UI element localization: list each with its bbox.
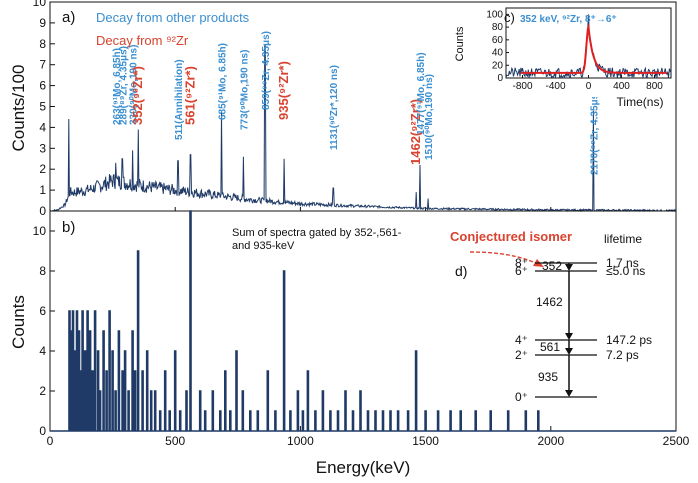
transition-energy: 1462 [536,295,563,309]
peak-label: 289(⁸⁹Zr, 4.35μs) [118,46,129,125]
a-ytick-label: 10 [33,0,47,9]
panel-a-y-ticks: 0 1 2 3 4 5 6 7 8 9 10 [33,0,677,218]
peak-label: 2170(⁸⁹Zr, 4.35μs) [589,90,600,175]
transition-energy: 561 [540,340,560,354]
peak-label: 1510(⁹⁰Mo,190 ns) [424,74,435,160]
c-xtick-label: -800 [512,81,532,92]
transition-energy: 935 [538,370,558,384]
a-ytick-label: 4 [39,120,46,134]
c-xtick-label: 0 [586,81,592,92]
peak-label: 1477(⁹¹Mo, 6.85h) [416,52,427,135]
c-xtick-label: -400 [545,81,565,92]
a-ytick-label: 6 [39,79,46,93]
c-xtick-label: 800 [646,81,663,92]
a-ytick-label: 8 [39,37,46,51]
panel-a-spectrum-line [49,45,677,213]
a-ytick-label: 9 [39,16,46,30]
c-ytick-label: 80 [492,22,504,33]
transition-arrowhead [565,348,573,355]
level-spin: 8⁺ [515,256,528,270]
panel-c-title: 352 keV, ⁹²Zr, 8⁺→6⁺ [520,14,617,25]
a-ytick-label: 5 [39,100,46,114]
peak-label: 561(⁹²Zr*) [182,66,197,125]
panel-d-letter: d) [455,263,467,279]
peak-label: 935(⁹²Zr*) [276,61,291,120]
peak-label: 1462(⁹²Zr*) [408,99,423,165]
level-scheme: Conjectured isomer lifetime d) 8⁺ 1.7 ns 6… [450,229,652,404]
panel-b-annotation: Sum of spectra gated by 352-,561-and 935… [232,227,402,252]
legend-92zr: Decay from ⁹²Zr [96,33,189,48]
peak-label: 773(⁹⁰Mo,190 ns) [240,50,251,130]
level-lifetime: 1.7 ns [606,256,639,270]
panel-b-histogram [50,210,676,432]
panel-b-x-label: Energy(keV) [316,458,410,477]
panel-a-peak-labels: 263(⁹¹Mo, 6.85h)289(⁸⁹Zr, 4.35μs) 330(⁹⁰M… [112,31,601,175]
b-ytick-label: 4 [39,344,46,358]
level-scheme-levels: 8⁺ 1.7 ns 6⁺ ≤5.0 ns 4⁺ 147.2 ps 2⁺ 7.2 ps 0⁺ 352… [515,256,652,404]
b-ytick-label: 0 [39,424,46,438]
c-xtick-label: 400 [613,81,630,92]
level-spin: 4⁺ [515,333,528,347]
panel-c-background [442,3,674,97]
b-ytick-label: 8 [39,264,46,278]
a-ytick-label: 2 [39,162,46,176]
panel-b-ticks: 0 2 4 6 8 10 0 500 1000 1500 2000 2500 [33,224,690,448]
level-spin: 2⁺ [515,348,528,362]
c-ytick-label: 20 [492,60,504,71]
b-xtick-label: 500 [165,434,185,448]
panel-a-y-label: Counts/100 [9,65,28,152]
panel-c-fit-line [520,23,667,74]
annotation-line-1: Sum of spectra gated by 352-,561- [232,227,402,239]
transition-arrowhead [565,264,573,271]
conjectured-isomer-label: Conjectured isomer [450,229,572,244]
peak-label: 352(⁹²Zr*) [130,66,145,125]
c-ytick-label: 40 [492,48,504,59]
panel-a: 0 1 2 3 4 5 6 7 8 9 10 Counts/100 a) Decay from ot… [9,0,677,218]
peak-label: 263(⁹¹Mo, 6.85h) [112,48,123,125]
level-lifetime: 7.2 ps [606,348,639,362]
c-ytick-label: 0 [497,73,503,84]
b-xtick-label: 0 [47,434,54,448]
peak-label: 330(⁹⁰Mo,190 ns) [129,45,140,125]
b-xtick-label: 1000 [287,434,314,448]
c-ytick-label: 60 [492,35,504,46]
a-ytick-label: 7 [39,58,46,72]
panel-a-letter: a) [62,9,75,26]
peak-label: 685(⁹¹Mo, 6.85h) [218,43,229,120]
panel-b-y-label: Counts [9,295,28,349]
panel-b-letter: b) [62,219,75,236]
level-spin: 6⁺ [515,264,528,278]
a-ytick-label: 3 [39,141,46,155]
level-lifetime: ≤5.0 ns [606,264,645,278]
level-lifetime: 147.2 ps [606,333,652,347]
c-ytick-label: 100 [486,9,503,20]
level-spin: 0⁺ [515,390,528,404]
lifetime-header: lifetime [604,232,642,246]
panel-c-letter: c) [504,10,515,25]
legend-other-products: Decay from other products [96,10,250,25]
transition-arrowhead [565,390,573,397]
peak-label: 859(⁸⁹Zr, 4.35μs) [261,31,272,110]
b-ytick-label: 6 [39,304,46,318]
b-xtick-label: 1500 [412,434,439,448]
b-ytick-label: 10 [33,224,47,238]
peak-label: 1131(⁹⁰Zr*,120 ns) [329,65,340,150]
b-xtick-label: 2000 [537,434,564,448]
peak-label: 511(Annihilation) [174,59,185,140]
panel-b: 0 2 4 6 8 10 0 500 1000 1500 2000 2500 Counts Energ… [9,210,690,477]
b-xtick-label: 2500 [663,434,690,448]
panel-c-y-label: Counts [454,26,466,61]
a-ytick-label: 1 [39,183,46,197]
annotation-line-2: and 935-keV [232,240,295,252]
transition-energy: 352 [542,259,562,273]
panel-c-x-label: Time(ns) [617,95,664,109]
a-ytick-label: 0 [39,204,46,218]
conjectured-isomer-arrow [469,251,539,265]
b-ytick-label: 2 [39,384,46,398]
transition-arrowhead [565,333,573,340]
